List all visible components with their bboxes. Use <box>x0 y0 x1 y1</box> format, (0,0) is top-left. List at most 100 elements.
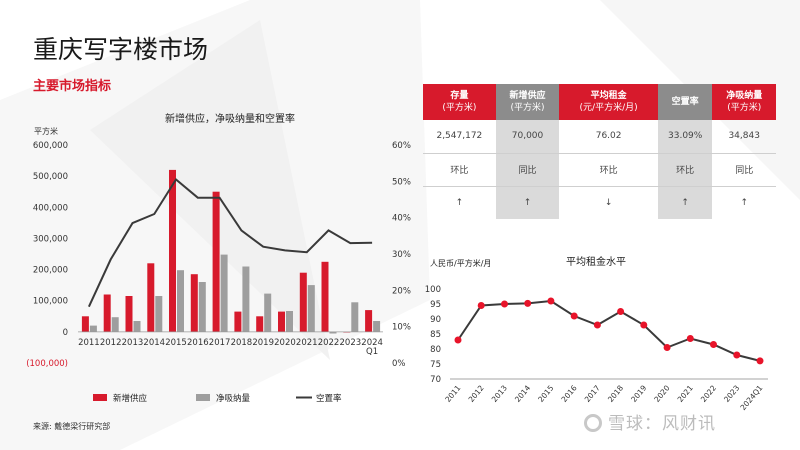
key-metrics-table: 存量 (平方米) 新增供应 (平方米) 平均租金 (元/平方米/月) 空置率 净吸纳量… <box>423 84 776 219</box>
x-tick-label: 2021 <box>296 338 318 348</box>
rent-x-tick-label: 2011 <box>443 383 462 404</box>
new-supply-bar <box>125 296 133 332</box>
new-supply-bar <box>278 311 285 332</box>
rent-x-tick-label: 2021 <box>676 383 695 404</box>
new-supply-bar <box>81 316 89 332</box>
rent-point <box>756 357 764 365</box>
rent-x-tick-label: 2023 <box>722 383 741 404</box>
header-new-supply: 新增供应 (平方米) <box>495 84 560 120</box>
header-net-absorption: 净吸纳量 (平方米) <box>712 84 776 120</box>
value-net-absorption: 34,843 <box>712 120 776 154</box>
rent-point <box>570 312 578 320</box>
rent-x-tick-label: 2016 <box>560 383 579 404</box>
x-tick-label: 2017 <box>209 338 231 348</box>
rent-point <box>710 341 717 348</box>
right-y-tick-label: 40% <box>392 214 411 224</box>
x-tick-label: 2011 <box>78 338 100 348</box>
net-absorption-bar <box>286 311 293 332</box>
new-supply-bar <box>365 310 373 332</box>
net-absorption-bar <box>89 325 97 332</box>
left-y-tick-label: 200,000 <box>33 266 68 276</box>
right-y-tick-label: 10% <box>392 323 411 333</box>
header-stock: 存量 (平方米) <box>423 84 496 120</box>
rent-y-tick-label: 100 <box>425 285 441 295</box>
left-y-tick-label: 600,000 <box>33 141 68 151</box>
legend-label: 新增供应 <box>113 393 148 404</box>
value-new-supply: 70,000 <box>495 120 560 154</box>
rent-x-tick-label: 2020 <box>652 383 671 404</box>
new-supply-bar <box>103 294 111 332</box>
x-tick-label: 2019 <box>252 338 274 348</box>
trend-arrow-stock: ↑ <box>455 197 464 208</box>
left-chart-title: 新增供应，净吸纳量和空置率 <box>165 112 295 125</box>
rent-point <box>733 351 741 359</box>
x-tick-label: 2014 <box>143 338 165 348</box>
rent-point <box>663 344 671 351</box>
left-y-tick-label: (100,000) <box>26 359 68 369</box>
net-absorption-bar <box>351 302 359 332</box>
new-supply-bar <box>299 272 307 332</box>
rent-point <box>524 299 532 307</box>
x-tick-label: 2023 <box>340 338 362 348</box>
rent-point <box>454 336 462 344</box>
left-y-tick-label: 500,000 <box>33 172 68 182</box>
legend-label: 空置率 <box>316 393 342 404</box>
trend-arrow-vacancy-rate: ↑ <box>657 186 713 219</box>
net-absorption-bar <box>155 296 163 332</box>
net-absorption-bar <box>111 317 119 332</box>
net-absorption-bar <box>329 331 337 334</box>
new-supply-bar <box>256 316 264 332</box>
x-tick-label: 2016 <box>187 338 209 348</box>
value-stock: 2,547,172 <box>423 120 496 154</box>
rent-x-tick-label: 2012 <box>467 383 486 404</box>
snowball-logo-icon <box>584 414 602 432</box>
page-title: 重庆写字楼市场 <box>33 35 209 64</box>
rent-point <box>640 321 648 329</box>
left-y-tick-label: 400,000 <box>33 203 68 213</box>
rent-x-tick-label: 2018 <box>606 383 625 404</box>
left-y-tick-label: 0 <box>63 328 68 338</box>
new-supply-bar <box>321 261 329 332</box>
comparison-vacancy-rate: 环比 <box>657 153 713 187</box>
rent-x-tick-label: 2015 <box>536 383 555 404</box>
rent-chart-title: 平均租金水平 <box>566 255 626 268</box>
header-average-rent: 平均租金 (元/平方米/月) <box>559 84 658 120</box>
right-y-tick-label: 20% <box>392 286 411 296</box>
trend-arrow-net-absorption: ↑ <box>740 197 748 208</box>
source-note: 来源: 戴德梁行研究部 <box>33 422 111 431</box>
net-absorption-bar <box>373 321 381 332</box>
rent-line <box>457 299 761 362</box>
rent-point <box>593 321 601 329</box>
comparison-new-supply: 同比 <box>495 153 560 187</box>
net-absorption-bar <box>198 282 206 332</box>
new-supply-bar <box>190 274 198 332</box>
new-supply-bar <box>234 311 242 332</box>
watermark-text: 雪球：风财讯 <box>608 414 716 434</box>
x-tick-label: 2022 <box>318 338 340 348</box>
new-supply-bar <box>169 169 176 332</box>
comparison-average-rent: 环比 <box>559 153 658 187</box>
left-y-axis-title: 平方米 <box>34 126 58 136</box>
net-absorption-bar <box>307 285 315 332</box>
x-tick-label: 2024 <box>361 338 383 348</box>
x-tick-label: 2012 <box>100 338 122 348</box>
rent-point <box>477 302 485 309</box>
rent-x-tick-label: 2013 <box>490 383 509 404</box>
rent-y-tick-label: 90 <box>430 315 441 325</box>
x-tick-label: Q1 <box>366 347 378 357</box>
x-tick-label: 2020 <box>274 338 296 348</box>
rent-y-tick-label: 75 <box>430 360 441 370</box>
rent-x-tick-label: 2019 <box>629 383 648 404</box>
watermark: 雪球：风财讯 <box>584 409 716 434</box>
net-absorption-bar <box>177 270 184 332</box>
legend-label: 净吸纳量 <box>216 393 251 404</box>
trend-arrow-new-supply: ↑ <box>495 186 560 219</box>
right-y-tick-label: 0% <box>392 359 406 369</box>
x-tick-label: 2013 <box>122 338 144 348</box>
net-absorption-bar <box>220 254 228 332</box>
rent-y-tick-label: 95 <box>430 300 441 310</box>
left-y-tick-label: 100,000 <box>33 297 68 307</box>
right-y-tick-label: 30% <box>392 250 411 260</box>
